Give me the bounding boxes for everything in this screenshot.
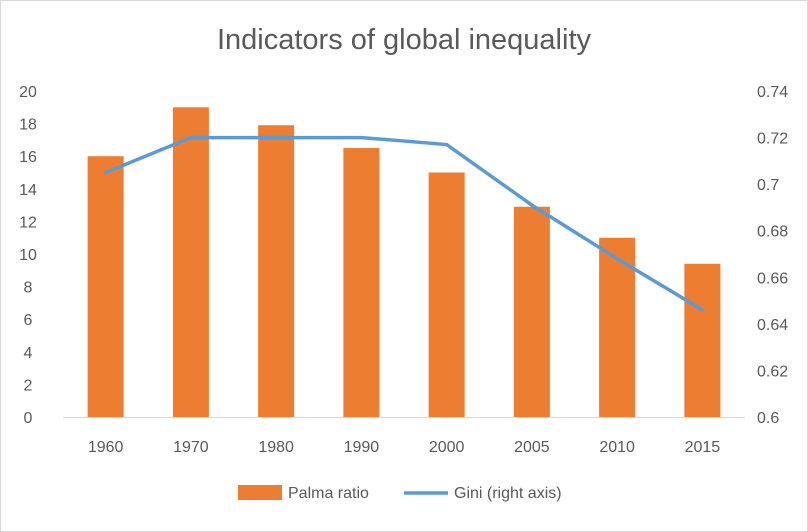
gini-point-2000: [445, 143, 449, 147]
gini-point-2010: [615, 257, 619, 261]
y-right-tick-label: 0.68: [757, 224, 788, 241]
y-right-tick-label: 0.64: [757, 317, 788, 334]
y-right-tick-label: 0.72: [757, 131, 788, 148]
y-right-tick-label: 0.7: [757, 177, 779, 194]
gini-point-1970: [189, 136, 193, 140]
x-tick-label: 1990: [344, 439, 380, 456]
y-left-tick-label: 10: [19, 247, 37, 264]
y-right-tick-label: 0.62: [757, 363, 788, 380]
x-tick-label: 1970: [173, 439, 209, 456]
bar-2000: [428, 172, 465, 417]
chart-title: Indicators of global inequality: [216, 24, 591, 56]
legend: Palma ratio Gini (right axis): [238, 485, 562, 502]
bar-2015: [684, 263, 721, 417]
y-right-tick-label: 0.74: [757, 84, 788, 101]
y-left-tick-label: 8: [24, 280, 33, 297]
y-right-tick-label: 0.66: [757, 270, 788, 287]
gini-point-2005: [530, 203, 534, 207]
bar-1990: [343, 148, 380, 418]
legend-swatch-palma: [238, 485, 282, 500]
gini-point-1990: [359, 136, 363, 140]
x-tick-label: 2005: [514, 439, 550, 456]
y-left-tick-label: 4: [24, 345, 33, 362]
y-left-tick-label: 20: [19, 84, 37, 101]
gini-point-2015: [700, 308, 704, 312]
legend-label-gini: Gini (right axis): [454, 485, 562, 502]
y-left-tick-label: 14: [19, 182, 37, 199]
x-tick-label: 2015: [685, 439, 721, 456]
legend-label-palma: Palma ratio: [288, 485, 369, 502]
gini-point-1960: [104, 171, 108, 174]
y-left-tick-label: 18: [19, 117, 37, 134]
y-left-tick-label: 2: [24, 377, 33, 394]
y-right-tick-label: 0.6: [757, 410, 779, 427]
x-tick-label: 1960: [88, 439, 124, 456]
x-tick-label: 2010: [599, 439, 635, 456]
bar-1960: [87, 156, 124, 417]
series-line-gini: [103, 135, 705, 312]
x-tick-label: 1980: [258, 439, 294, 456]
y-left-tick-label: 12: [19, 214, 37, 231]
bar-1980: [258, 125, 295, 417]
gini-point-1980: [274, 136, 278, 140]
y-left-tick-label: 0: [24, 410, 33, 427]
x-tick-label: 2000: [429, 439, 465, 456]
bar-2005: [513, 206, 550, 417]
y-left-tick-label: 6: [24, 312, 33, 329]
bar-1970: [172, 107, 209, 418]
y-left-tick-label: 16: [19, 149, 37, 166]
